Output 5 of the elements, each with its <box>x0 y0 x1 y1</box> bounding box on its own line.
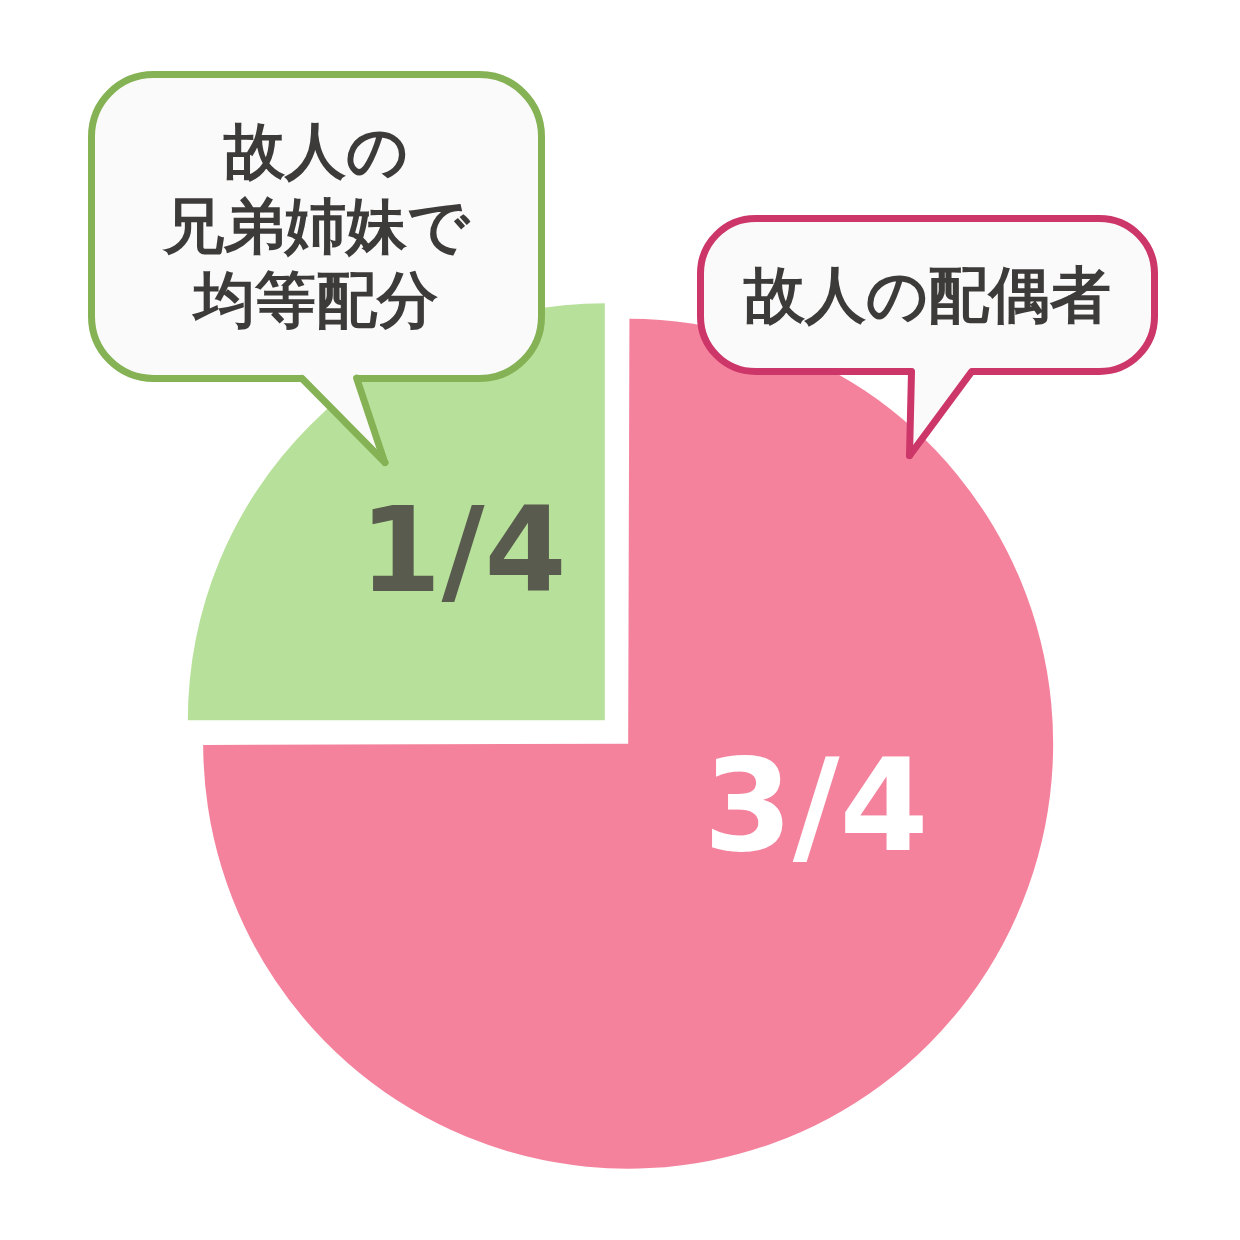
slice-label: 故人の兄弟姉妹で均等配分 <box>163 114 469 338</box>
data-label: 1/4 <box>359 480 567 619</box>
speech-bubble: 故人の兄弟姉妹で均等配分 <box>87 70 545 466</box>
data-label: 3/4 <box>703 731 929 881</box>
slice-label: 故人の配偶者 <box>743 257 1111 332</box>
